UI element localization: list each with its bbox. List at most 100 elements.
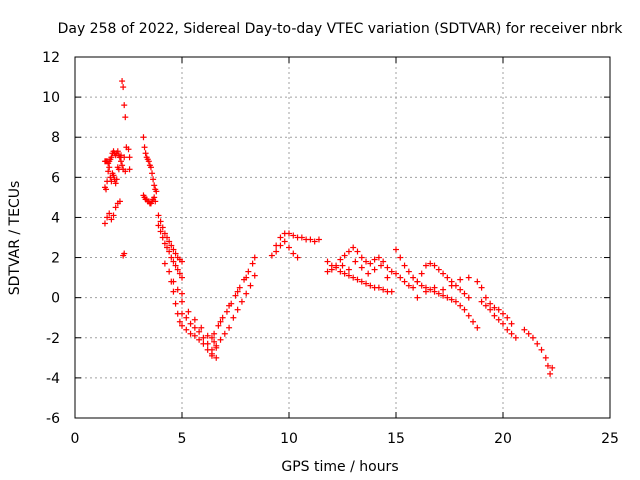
data-point	[108, 178, 115, 185]
data-point	[341, 252, 348, 259]
data-point	[328, 266, 335, 273]
data-point	[114, 148, 121, 155]
data-point	[196, 328, 203, 335]
data-point	[495, 306, 502, 313]
data-point	[307, 236, 314, 243]
data-point	[211, 330, 218, 337]
data-point	[350, 274, 357, 281]
data-point	[179, 274, 185, 281]
data-point	[273, 248, 280, 255]
data-point	[142, 150, 149, 157]
data-point	[108, 216, 115, 223]
data-point	[350, 244, 357, 251]
data-point	[529, 334, 536, 341]
data-point	[172, 262, 179, 269]
data-point	[217, 336, 224, 343]
x-tick-label: 0	[71, 431, 80, 447]
data-point	[191, 332, 198, 339]
y-tick-label: -6	[46, 411, 60, 427]
data-point	[281, 238, 288, 245]
data-point	[179, 258, 185, 265]
data-point	[339, 262, 346, 269]
data-point	[294, 254, 301, 261]
data-point	[341, 270, 348, 277]
data-point	[435, 266, 442, 273]
tick-layer: 0 5 10 15 20 25 -6 -4 -2 0 2 4 6 8 10 12	[42, 50, 619, 447]
data-point	[405, 282, 412, 289]
x-tick-label: 20	[494, 431, 512, 447]
data-point	[166, 238, 173, 245]
data-point	[221, 330, 228, 337]
data-point	[155, 212, 162, 219]
data-point	[232, 292, 239, 299]
data-point	[547, 370, 554, 377]
data-point	[427, 286, 434, 293]
data-point	[108, 154, 115, 161]
data-point	[324, 258, 331, 265]
data-point	[157, 228, 164, 235]
data-point	[179, 298, 185, 305]
data-point	[474, 324, 481, 331]
plot-frame	[74, 56, 611, 419]
data-point	[393, 270, 399, 277]
data-point	[230, 314, 237, 321]
data-point	[542, 354, 549, 361]
data-point	[352, 258, 359, 265]
data-point	[104, 214, 111, 221]
data-point	[179, 310, 185, 317]
data-point	[333, 262, 340, 269]
data-point	[414, 278, 421, 285]
data-point	[495, 316, 502, 323]
data-point	[121, 250, 128, 257]
data-point	[465, 274, 472, 281]
data-point	[159, 224, 166, 231]
data-point	[418, 270, 425, 277]
data-point	[504, 326, 511, 333]
data-point	[183, 314, 190, 321]
data-point	[107, 174, 114, 181]
data-point	[251, 254, 258, 261]
data-point	[427, 260, 434, 267]
data-point	[234, 288, 241, 295]
data-point	[500, 320, 506, 327]
data-point	[183, 326, 190, 333]
data-point	[166, 268, 173, 275]
data-point	[388, 268, 395, 275]
data-point	[234, 306, 241, 313]
data-point	[174, 266, 181, 273]
data-point	[176, 270, 183, 277]
data-point	[465, 294, 472, 301]
data-point	[363, 258, 370, 265]
data-point	[243, 274, 250, 281]
y-tick-label: 6	[51, 170, 60, 186]
data-point	[388, 288, 395, 295]
data-point	[337, 268, 344, 275]
data-point	[208, 334, 215, 341]
data-point	[157, 218, 164, 225]
data-point	[200, 334, 207, 341]
data-point	[311, 238, 318, 245]
data-point	[457, 286, 464, 293]
data-point	[482, 302, 489, 309]
data-point	[491, 312, 498, 319]
data-point	[119, 162, 126, 169]
y-tick-label: 8	[51, 130, 60, 146]
data-point	[116, 198, 123, 205]
data-point	[120, 84, 127, 91]
data-point	[491, 304, 498, 311]
y-tick-label: 0	[51, 291, 60, 307]
data-point	[215, 322, 222, 329]
data-point	[251, 272, 258, 279]
data-point	[298, 234, 305, 241]
data-point	[141, 144, 148, 151]
data-point	[444, 274, 451, 281]
data-point	[268, 252, 275, 259]
data-point	[345, 266, 352, 273]
data-point	[418, 282, 425, 289]
data-point	[217, 318, 224, 325]
data-point	[226, 302, 233, 309]
data-point	[112, 204, 119, 211]
data-point	[354, 276, 361, 283]
data-point	[166, 248, 173, 255]
data-point	[286, 230, 292, 237]
